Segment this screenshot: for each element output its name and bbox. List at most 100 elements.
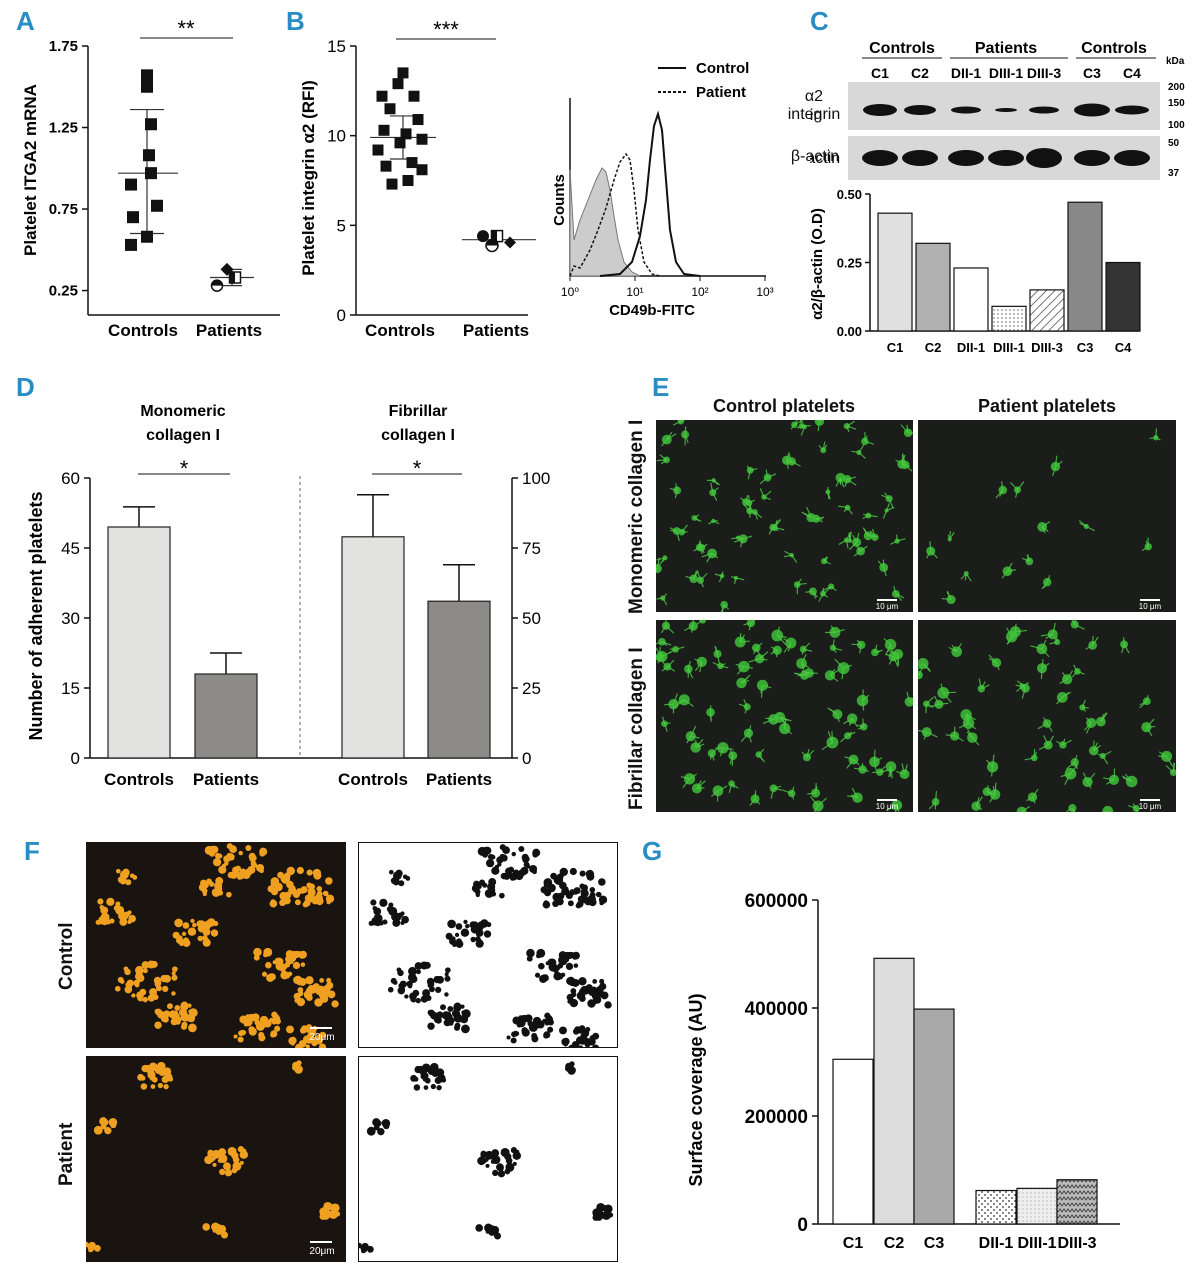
platelet-aggregate <box>326 899 331 905</box>
platelet-aggregate <box>552 900 559 908</box>
platelet-aggregate <box>322 890 329 897</box>
platelet-aggregate <box>163 974 171 983</box>
g-xtick-label: C1 <box>843 1235 864 1252</box>
platelet-aggregate <box>366 1126 376 1136</box>
blot-row-integrin-text: integrin <box>787 106 841 123</box>
platelet-aggregate <box>214 852 221 859</box>
platelet-filopod <box>918 667 923 676</box>
platelet-filopod <box>720 663 726 667</box>
platelet-filopod <box>1077 670 1085 675</box>
platelet-filopod <box>1007 636 1013 644</box>
platelet-aggregate <box>408 966 417 976</box>
platelet-aggregate <box>281 875 291 884</box>
platelet-filopod <box>893 586 897 595</box>
platelet-filopod <box>782 789 792 794</box>
platelet-aggregate <box>209 881 215 887</box>
platelet-filopod <box>683 699 694 707</box>
platelet-aggregate <box>100 1123 107 1130</box>
platelet-aggregate <box>213 1223 219 1229</box>
platelet-filopod <box>1132 803 1137 809</box>
platelet-filopod <box>1145 718 1155 728</box>
platelet-filopod <box>1085 722 1092 734</box>
platelet-filopod <box>1041 526 1049 533</box>
platelet-aggregate <box>604 1001 612 1009</box>
platelet-filopod <box>883 567 887 577</box>
platelet-filopod <box>680 420 686 422</box>
platelet-filopod <box>806 749 815 758</box>
platelet-aggregate <box>212 1162 217 1167</box>
platelet-filopod <box>740 497 747 503</box>
platelet-filopod <box>801 424 807 427</box>
platelet-aggregate <box>232 847 237 853</box>
platelet-filopod <box>1056 697 1063 705</box>
platelet-filopod <box>949 531 951 540</box>
panel-c-blot: Controls Patients Controls C1 C2 DII-1 DIII… <box>770 30 1199 190</box>
f-fluorescence-patient: 20μm <box>86 1056 346 1262</box>
platelet-filopod <box>699 661 703 673</box>
platelet-filopod <box>943 691 956 694</box>
c-xtick-label: C1 <box>887 340 904 355</box>
platelet-aggregate <box>565 891 573 900</box>
platelet-aggregate <box>516 1022 522 1028</box>
platelet-aggregate <box>180 1002 189 1011</box>
platelet-aggregate <box>487 853 494 860</box>
platelet-filopod <box>1145 726 1153 737</box>
blot-group-patients: Patients <box>975 40 1037 57</box>
platelet-aggregate <box>404 994 409 999</box>
platelet-aggregate <box>430 1062 439 1072</box>
platelet-filopod <box>739 633 742 643</box>
platelet-filopod <box>862 694 870 702</box>
platelet-aggregate <box>573 889 579 895</box>
platelet-aggregate <box>253 947 262 957</box>
hist-isotype-fill <box>569 167 641 277</box>
platelet-filopod <box>991 754 995 767</box>
platelet-filopod <box>712 661 721 667</box>
platelet-filopod <box>731 783 739 789</box>
c-ytick-label: 0.00 <box>837 324 862 339</box>
platelet-filopod <box>719 747 724 757</box>
d-right-ytick-label: 25 <box>522 679 541 698</box>
platelet-filopod <box>1040 668 1043 680</box>
platelet-filopod <box>784 550 792 556</box>
platelet-filopod <box>801 662 810 669</box>
platelet-filopod <box>760 685 764 694</box>
platelet-filopod <box>1141 546 1149 552</box>
platelet-filopod <box>1078 519 1087 527</box>
platelet-aggregate <box>504 1149 510 1155</box>
platelet-filopod <box>750 620 756 624</box>
platelet-aggregate <box>324 1210 332 1218</box>
platelet-aggregate <box>477 938 482 944</box>
platelet-aggregate <box>134 982 140 988</box>
platelet-aggregate <box>218 865 227 874</box>
platelet-filopod <box>864 440 875 445</box>
platelet-aggregate <box>381 1120 387 1126</box>
platelet-filopod <box>851 787 859 799</box>
platelet-aggregate <box>248 852 256 860</box>
platelet-filopod <box>794 420 803 426</box>
platelet-aggregate <box>570 869 575 874</box>
hist-xtick-label: 10¹ <box>626 285 643 299</box>
platelet-filopod <box>696 787 705 790</box>
platelet-filopod <box>663 723 668 732</box>
platelet-aggregate <box>426 977 435 986</box>
platelet-aggregate <box>441 1011 451 1020</box>
platelet-filopod <box>1021 688 1027 699</box>
platelet-aggregate <box>529 864 538 873</box>
platelet-aggregate <box>377 1128 385 1136</box>
platelet-aggregate <box>410 1074 418 1082</box>
platelet-filopod <box>711 553 719 559</box>
hist-ylabel: Counts <box>551 174 568 226</box>
platelet-filopod <box>855 544 862 552</box>
platelet-filopod <box>1087 781 1092 789</box>
platelet-filopod <box>729 755 734 765</box>
platelet-aggregate <box>447 919 456 929</box>
b-patients-point <box>477 230 489 243</box>
platelet-aggregate <box>511 851 516 857</box>
scale-bar-label: 20μm <box>309 1032 334 1043</box>
platelet-filopod <box>926 703 934 708</box>
platelet-aggregate <box>569 998 579 1008</box>
platelet-aggregate <box>316 885 323 892</box>
platelet-filopod <box>892 656 899 668</box>
platelet-aggregate <box>104 1127 112 1135</box>
platelet-filopod <box>754 511 759 520</box>
